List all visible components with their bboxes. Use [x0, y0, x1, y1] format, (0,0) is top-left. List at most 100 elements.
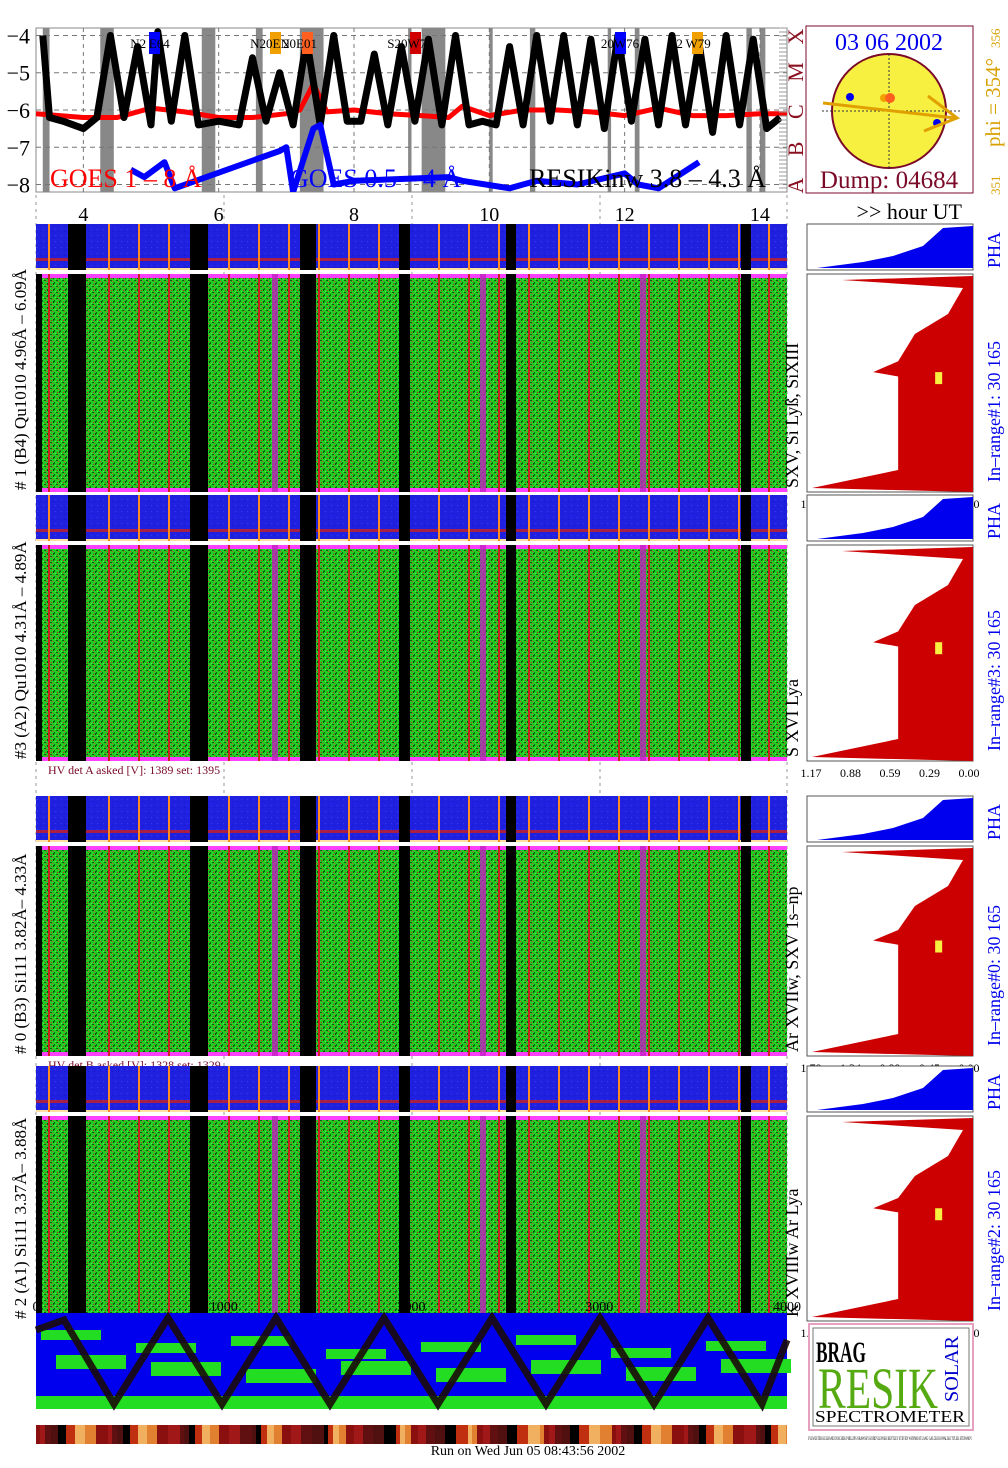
detector-title: #3 (A2) Qu1010 4.31Å – 4.89Å [11, 541, 30, 759]
data-gap [190, 274, 208, 492]
strip-segment [642, 1425, 651, 1444]
strip-segment [570, 1425, 579, 1444]
orbit-edge [378, 1066, 380, 1112]
spectrum-marker [935, 642, 943, 655]
pha-label: PHA [984, 232, 1004, 268]
strip-segment [229, 1425, 240, 1444]
spectral-line [378, 545, 380, 761]
spectral-line [378, 846, 380, 1056]
flare-class-labels: X M C B A [779, 27, 808, 194]
strip-segment [555, 1425, 562, 1444]
pha-band [36, 529, 787, 532]
flare-class-label: M [783, 62, 808, 82]
orbit-x-tick-label: 2000 [398, 1300, 426, 1315]
strip-segment [339, 1425, 346, 1444]
orbit-edge [618, 495, 620, 541]
spectrum-tick-label: 0.88 [840, 766, 861, 780]
x-tick-label: 6 [214, 204, 224, 226]
spectral-line [618, 1116, 620, 1321]
line-ids-label: S XVI Lya [782, 679, 802, 757]
orbit-edge [348, 224, 350, 270]
strip-segment [756, 1425, 760, 1444]
data-gap [506, 1066, 516, 1112]
flare-column [640, 274, 646, 492]
spectral-line [168, 274, 170, 492]
line-ids-label: Ar XVIIw, SXV 1s–np [782, 887, 802, 1053]
strip-segment [600, 1425, 612, 1444]
lightcurve-series [36, 28, 787, 192]
strip-segment [373, 1425, 384, 1444]
strip-segment [312, 1425, 324, 1444]
flare-class-label: X [783, 28, 808, 44]
arrow-head-icon [923, 94, 961, 133]
strip-segment [195, 1425, 202, 1444]
flare-column [640, 846, 646, 1056]
orbit-green-patch [326, 1349, 386, 1359]
data-gap [190, 545, 208, 761]
spectral-line [498, 1116, 500, 1321]
map-edge-bottom [36, 488, 787, 492]
strip-segment [219, 1425, 229, 1444]
data-gap [300, 274, 316, 492]
orbit-edge [498, 796, 500, 842]
data-gap [300, 545, 316, 761]
strip-segment [426, 1425, 435, 1444]
orbit-edge [648, 796, 650, 842]
strip-segment [240, 1425, 252, 1444]
phi-max: 356 [988, 28, 1003, 48]
data-gap [399, 846, 410, 1056]
x-tick-label: 10 [479, 204, 499, 226]
spectral-line [648, 545, 650, 761]
region-marker [410, 32, 421, 54]
detector-panel: #3 (A2) Qu1010 4.31Å – 4.89Å HV det A ask… [11, 494, 1004, 780]
strip-segment [684, 1425, 688, 1444]
orbit-edge [738, 796, 740, 842]
orbit-green-patch [136, 1343, 196, 1353]
spectral-line [318, 545, 320, 761]
spectrum-time-map [36, 846, 787, 1056]
orbit-edge [318, 224, 320, 270]
strip-segment [346, 1425, 354, 1444]
phi-angle: phi = 354° [981, 58, 1005, 147]
spectral-line [468, 545, 470, 761]
data-gap [506, 224, 516, 270]
orbit-edge [228, 495, 230, 541]
orbit-edge [138, 796, 140, 842]
strip-segment [324, 1425, 328, 1444]
strip-segment [274, 1425, 282, 1444]
orbit-green-patch [151, 1362, 221, 1376]
map-edge-top [36, 846, 787, 850]
orbit-edge [678, 495, 680, 541]
y-tick-label: −4 [7, 23, 30, 48]
strip-segment [672, 1425, 684, 1444]
spectral-line [738, 846, 740, 1056]
strip-segment [621, 1425, 627, 1444]
spectrum-time-map [36, 545, 787, 761]
region-label: S2 W79 [669, 36, 711, 51]
strip-segment [85, 1425, 96, 1444]
strip-segment [328, 1425, 333, 1444]
logo-credits: SYLWESTER KULHANE DOSCHEK PHILLIPS ORAWS… [808, 1437, 972, 1442]
spectral-line [648, 274, 650, 492]
orbit-edge [738, 495, 740, 541]
spectrum-profile [812, 848, 973, 1056]
strip-segment [130, 1425, 138, 1444]
strip-segment [778, 1425, 786, 1444]
spectrum-tick-label: 1.17 [801, 766, 822, 780]
strip-segment [483, 1425, 490, 1444]
strip-segment [498, 1425, 507, 1444]
orbit-edge [258, 224, 260, 270]
pha-baseline [36, 268, 787, 270]
spectral-line [528, 274, 530, 492]
orbit-edge [168, 495, 170, 541]
orbit-edge [468, 1066, 470, 1112]
strip-segment [180, 1425, 184, 1444]
flare-column [480, 274, 486, 492]
strip-segment [616, 1425, 621, 1444]
orbit-edge [258, 796, 260, 842]
orbit-edge [108, 796, 110, 842]
map-edge-bottom [36, 757, 787, 761]
orbit-edge [48, 224, 50, 270]
strip-segment [435, 1425, 445, 1444]
